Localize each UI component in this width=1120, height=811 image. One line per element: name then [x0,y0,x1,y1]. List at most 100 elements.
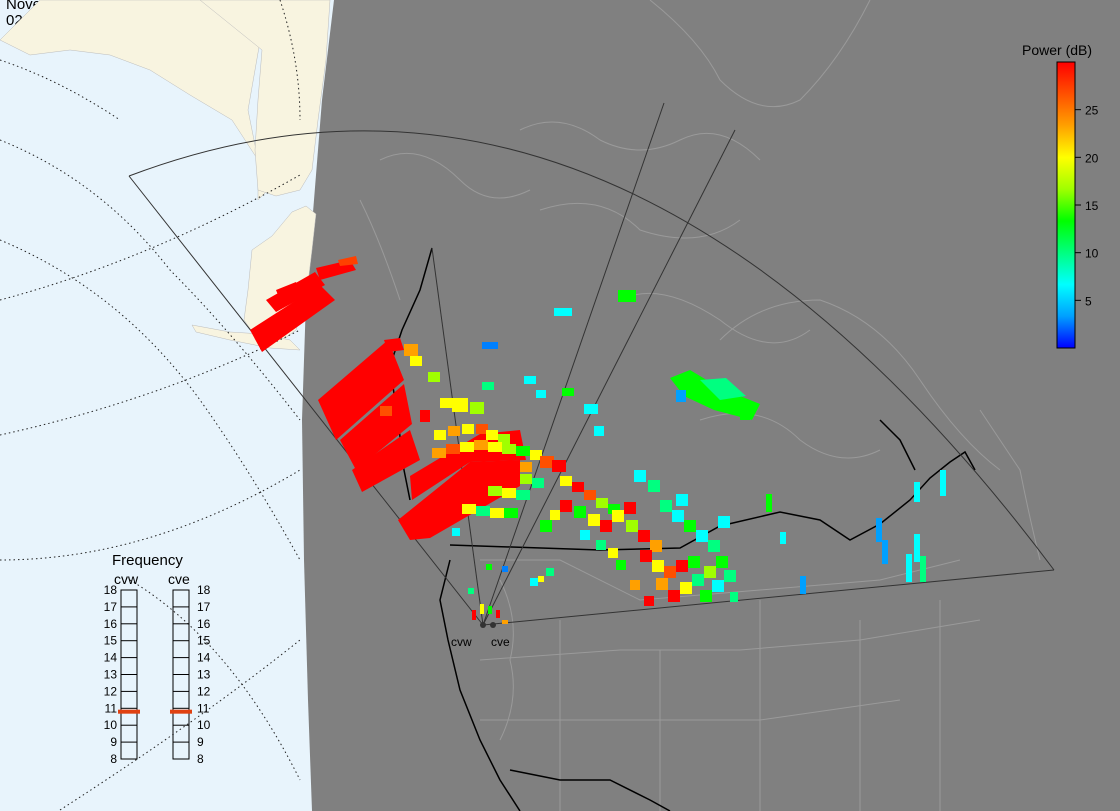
colorbar-tick-label: 5 [1085,294,1092,308]
cell [716,556,728,568]
cell [410,356,422,366]
cell [462,424,474,434]
cell [718,516,730,528]
cell [660,500,672,512]
frequency-scale-label: 11 [197,701,210,715]
cell [532,478,544,488]
cell [470,402,484,414]
cell [536,390,546,398]
frequency-scale-label: 9 [110,735,117,749]
cell [404,344,418,356]
cell [914,534,920,562]
cell [688,556,700,568]
cell [708,540,720,552]
frequency-scale-label: 9 [197,735,204,749]
cell [876,518,882,542]
radar-cells [250,256,946,624]
cell [446,444,460,454]
frequency-scale-label: 15 [104,634,118,648]
cell [740,410,750,420]
cell [656,578,668,590]
cell [338,256,358,266]
cell [668,590,680,602]
cell [340,384,412,470]
cell [352,430,420,492]
cell [560,500,572,512]
cell [420,410,430,422]
cell [440,398,454,408]
cell [276,282,300,300]
frequency-scale-label: 14 [104,651,118,665]
frequency-scale-label: 17 [197,600,211,614]
radar-site-marker [490,622,496,628]
cell [488,606,492,614]
cell [530,578,538,586]
cell [704,566,716,578]
cell [624,502,636,514]
cell [650,540,662,552]
cell [596,540,606,550]
cell [612,510,624,522]
cell [516,490,530,500]
cell [398,460,520,540]
cell [672,510,684,522]
frequency-scale-label: 18 [104,583,118,597]
frequency-scale-label: 18 [197,583,211,597]
cell [584,404,598,414]
cell [520,462,532,472]
cell [476,424,488,434]
cell [618,290,636,302]
cell [616,560,626,570]
day-land [0,0,269,201]
cell [676,494,688,506]
cell [920,556,926,582]
cell [318,340,404,440]
colorbar-tick-label: 25 [1085,104,1099,118]
cell [538,576,544,582]
cell [496,610,500,618]
boundaries [359,0,1041,811]
frequency-scale-label: 8 [110,752,117,766]
cell [250,285,335,352]
frequency-scale-label: 16 [104,617,118,631]
cell [482,342,498,349]
cell [482,382,494,390]
cell [648,480,660,492]
cell [800,576,806,594]
frequency-scale-label: 16 [197,617,211,631]
cell [580,530,590,540]
day-land [199,0,331,197]
cell [626,520,638,532]
frequency-radar-label: cve [168,571,190,587]
cell [676,390,686,402]
frequency-scale-label: 8 [197,752,204,766]
cell [640,550,652,562]
cell [476,506,490,516]
cell [882,540,888,564]
frequency-scale-label: 17 [104,600,118,614]
frequency-scale-label: 11 [105,701,118,715]
colorbar-tick-label: 15 [1085,199,1099,213]
cell [502,444,516,454]
cell [452,398,468,412]
cell [540,520,552,532]
cell [524,376,536,384]
cell [572,482,584,492]
cell [540,456,554,468]
cell [638,530,650,542]
frequency-radar-label: cvw [114,571,139,587]
radar-site-marker [480,622,486,628]
frequency-scale-label: 10 [104,718,118,732]
cell [520,474,532,484]
colorbar-title: Power (dB) [1022,42,1092,58]
frequency-indicator [118,709,140,714]
cell [766,494,772,512]
cell [596,498,608,508]
cell [452,528,460,536]
cell [574,506,586,518]
colorbar-ticks: 5 10 15 20 25 [1075,104,1099,308]
cell [664,566,676,578]
frequency-indicator [170,709,192,714]
cell [488,442,502,452]
